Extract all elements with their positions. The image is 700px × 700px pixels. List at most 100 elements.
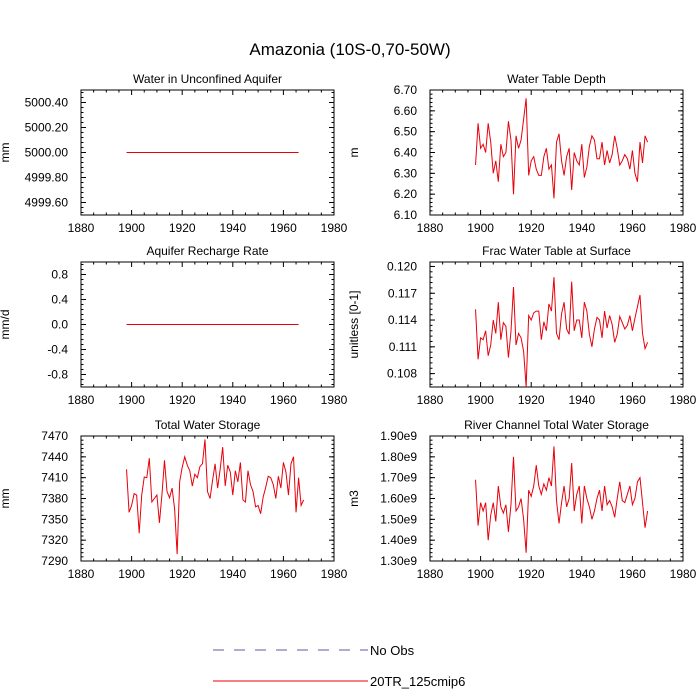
x-tick-label: 1940 — [568, 393, 595, 407]
y-tick-label: 0.108 — [387, 367, 417, 381]
x-tick-label: 1880 — [68, 221, 95, 235]
panel-title: Water in Unconfined Aquifer — [133, 72, 282, 86]
y-tick-label: 7470 — [41, 429, 68, 443]
x-tick-label: 1980 — [321, 393, 348, 407]
x-tick-label: 1900 — [118, 567, 145, 581]
y-tick-label: 6.60 — [394, 104, 418, 118]
panel-title: Aquifer Recharge Rate — [146, 244, 268, 258]
x-tick-label: 1880 — [417, 393, 444, 407]
x-tick-label: 1880 — [417, 221, 444, 235]
x-tick-label: 1920 — [518, 393, 545, 407]
y-tick-label: 0.114 — [388, 313, 417, 327]
y-tick-label: 6.30 — [394, 166, 418, 180]
x-tick-label: 1940 — [219, 393, 246, 407]
y-tick-label: 1.40e9 — [380, 533, 417, 547]
y-tick-label: 7350 — [41, 512, 68, 526]
y-tick-label: -0.4 — [47, 343, 68, 357]
x-tick-label: 1880 — [68, 567, 95, 581]
y-tick-label: 1.50e9 — [380, 512, 417, 526]
panel-title: Frac Water Table at Surface — [482, 244, 631, 258]
y-tick-label: 5000.00 — [25, 146, 69, 160]
y-tick-label: 6.70 — [394, 83, 418, 97]
x-tick-label: 1980 — [670, 393, 697, 407]
x-tick-label: 1980 — [670, 567, 697, 581]
y-tick-label: 7320 — [41, 533, 68, 547]
y-axis-label: unitless [0-1] — [347, 290, 361, 358]
x-tick-label: 1960 — [619, 567, 646, 581]
y-tick-label: 6.10 — [394, 208, 418, 222]
panel-3: Aquifer Recharge Rate mm/d 1880 1900 1920 194… — [0, 244, 348, 407]
x-tick-label: 1980 — [321, 567, 348, 581]
y-axis-label: m — [347, 148, 361, 158]
y-tick-label: 0.117 — [388, 286, 417, 300]
y-tick-label: 6.20 — [394, 187, 418, 201]
y-tick-label: 7440 — [41, 450, 68, 464]
panel-4: Frac Water Table at Surface unitless [0-1… — [347, 244, 697, 407]
y-tick-label: 7410 — [41, 471, 68, 485]
x-tick-label: 1900 — [118, 221, 145, 235]
x-tick-label: 1920 — [518, 221, 545, 235]
series-line-20TR_125cmip6 — [475, 277, 649, 388]
series-line-20TR_125cmip6 — [126, 439, 305, 555]
x-tick-label: 1960 — [270, 221, 297, 235]
y-tick-label: 7380 — [41, 492, 68, 506]
x-tick-label: 1900 — [467, 393, 494, 407]
y-tick-label: 6.40 — [394, 146, 418, 160]
y-tick-label: 5000.20 — [25, 121, 69, 135]
y-tick-label: 1.90e9 — [380, 429, 417, 443]
x-tick-label: 1900 — [118, 393, 145, 407]
x-tick-label: 1960 — [270, 567, 297, 581]
panel-5: Total Water Storage mm 1880 1900 1920 1940 196… — [0, 418, 348, 581]
y-tick-label: 6.50 — [394, 125, 418, 139]
x-tick-label: 1960 — [270, 393, 297, 407]
y-axis-label: mm — [0, 489, 12, 509]
y-axis-label: mm — [0, 143, 12, 163]
x-tick-label: 1960 — [619, 221, 646, 235]
y-tick-label: 1.60e9 — [380, 492, 417, 506]
y-tick-label: 1.70e9 — [380, 471, 417, 485]
y-tick-label: 0.0 — [51, 318, 68, 332]
y-tick-label: 7290 — [41, 554, 68, 568]
y-tick-label: 1.80e9 — [380, 450, 417, 464]
x-tick-label: 1940 — [219, 567, 246, 581]
y-tick-label: 1.30e9 — [380, 554, 417, 568]
x-tick-label: 1900 — [467, 221, 494, 235]
y-axis-label: mm/d — [0, 310, 12, 340]
y-tick-label: 5000.40 — [25, 96, 69, 110]
x-tick-label: 1920 — [169, 221, 196, 235]
figure-title: Amazonia (10S-0,70-50W) — [249, 40, 450, 59]
series-line-20TR_125cmip6 — [475, 446, 649, 553]
x-tick-label: 1940 — [219, 221, 246, 235]
series-line-20TR_125cmip6 — [475, 98, 649, 199]
y-tick-label: 4999.60 — [25, 196, 69, 210]
y-tick-label: 0.111 — [389, 340, 418, 354]
panel-title: Water Table Depth — [507, 72, 606, 86]
panel-2: Water Table Depth m 1880 1900 1920 1940 1960 19… — [347, 72, 697, 235]
x-tick-label: 1880 — [417, 567, 444, 581]
panel-title: Total Water Storage — [155, 418, 261, 432]
y-tick-label: 0.8 — [51, 268, 68, 282]
panel-1: Water in Unconfined Aquifer mm 1880 1900 192… — [0, 72, 348, 235]
x-tick-label: 1980 — [670, 221, 697, 235]
legend: No Obs 20TR_125cmip6 — [213, 643, 465, 689]
y-tick-label: -0.8 — [47, 368, 68, 382]
legend-label-20tr: 20TR_125cmip6 — [370, 674, 465, 689]
x-tick-label: 1920 — [169, 567, 196, 581]
y-tick-label: 4999.80 — [25, 171, 69, 185]
x-tick-label: 1900 — [467, 567, 494, 581]
x-tick-label: 1940 — [568, 221, 595, 235]
x-tick-label: 1940 — [568, 567, 595, 581]
plot-frame — [80, 435, 335, 562]
panels-group: Water in Unconfined Aquifer mm 1880 1900 192… — [0, 72, 697, 581]
x-tick-label: 1980 — [321, 221, 348, 235]
panel-title: River Channel Total Water Storage — [464, 418, 649, 432]
x-tick-label: 1920 — [169, 393, 196, 407]
y-tick-label: 0.4 — [51, 293, 68, 307]
legend-label-no-obs: No Obs — [370, 643, 415, 658]
x-tick-label: 1920 — [518, 567, 545, 581]
y-tick-label: 0.120 — [387, 259, 417, 273]
x-tick-label: 1880 — [68, 393, 95, 407]
x-tick-label: 1960 — [619, 393, 646, 407]
